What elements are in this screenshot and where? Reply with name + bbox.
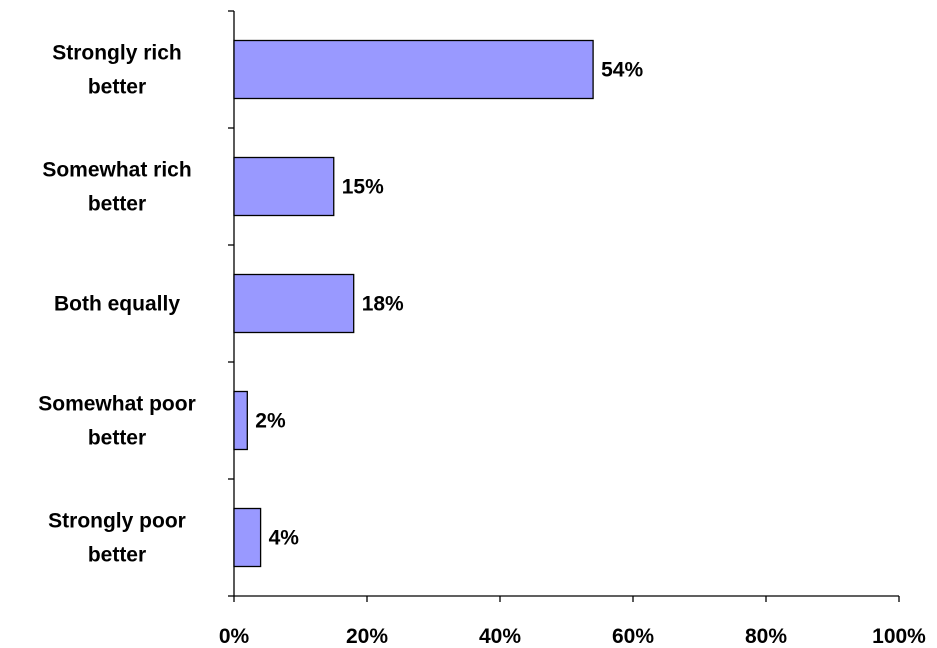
x-tick-label: 80%	[745, 625, 787, 648]
category-label: Strongly poor better	[48, 510, 186, 567]
category-label: Somewhat poor better	[38, 393, 196, 450]
category-label: Strongly rich better	[52, 42, 182, 99]
category-label-line: Both equally	[54, 293, 180, 316]
category-label: Both equally	[54, 293, 180, 316]
bar	[233, 390, 248, 451]
bars	[233, 39, 594, 568]
category-label-line: better	[88, 427, 146, 450]
labels: 0% 20% 40% 60% 80% 100% 54% Strongly rich better…	[38, 42, 926, 648]
category-label-line: better	[88, 76, 146, 99]
bar-value-label: 4%	[269, 527, 300, 550]
category-label: Somewhat rich better	[42, 159, 191, 216]
category-label-line: Somewhat poor	[38, 393, 196, 416]
category-label-line: Strongly rich	[52, 42, 182, 65]
bar	[233, 39, 594, 100]
bar-value-label: 15%	[342, 176, 384, 199]
bar-value-label: 2%	[255, 410, 286, 433]
category-label-line: Somewhat rich	[42, 159, 191, 182]
category-label-line: better	[88, 544, 146, 567]
bar	[233, 156, 335, 217]
x-tick-label: 60%	[612, 625, 654, 648]
category-label-line: Strongly poor	[48, 510, 186, 533]
x-tick-label: 0%	[219, 625, 250, 648]
x-tick-label: 40%	[479, 625, 521, 648]
bar-value-label: 18%	[362, 293, 404, 316]
bar-value-label: 54%	[601, 59, 643, 82]
x-tick-label: 20%	[346, 625, 388, 648]
x-tick-label: 100%	[872, 625, 926, 648]
category-label-line: better	[88, 193, 146, 216]
bar	[233, 507, 262, 568]
bar	[233, 273, 355, 334]
